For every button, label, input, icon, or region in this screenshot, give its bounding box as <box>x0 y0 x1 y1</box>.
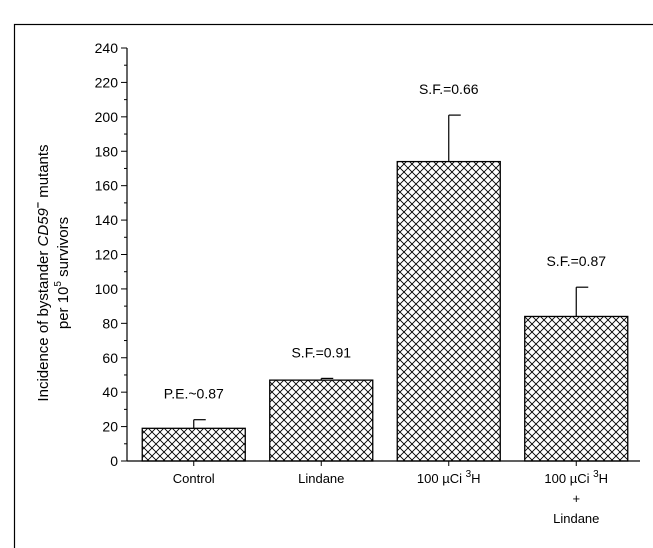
y-tick-label: 100 <box>95 281 119 297</box>
bars <box>141 160 629 462</box>
x-tick-label: + <box>572 491 580 506</box>
y-tick-label: 140 <box>95 212 119 228</box>
bar-annotation: P.E.~0.87 <box>164 386 224 402</box>
y-tick-label: 40 <box>102 384 118 400</box>
annotations: P.E.~0.87 S.F.=0.91 S.F.=0.66 S.F.=0.87 <box>164 81 607 402</box>
error-bars <box>193 114 589 429</box>
bar <box>524 315 629 462</box>
x-tick-label: 100 µCi 3H <box>544 469 608 486</box>
y-tick-label: 20 <box>102 419 118 435</box>
y-tick-label: 0 <box>110 453 118 469</box>
bar-annotation: S.F.=0.66 <box>419 81 479 97</box>
y-tick-label: 200 <box>95 109 119 125</box>
y-tick-label: 180 <box>95 143 119 159</box>
bar <box>141 427 246 462</box>
y-tick-label: 60 <box>102 350 118 366</box>
y-tick-label: 80 <box>102 315 118 331</box>
bar <box>269 379 374 462</box>
y-axis: 0 20 40 60 80 100 120 140 160 180 200 220 240 <box>95 40 128 469</box>
y-axis-title-line2: per 105 survivors <box>53 217 72 329</box>
y-tick-label: 120 <box>95 247 119 263</box>
x-tick-label: 100 µCi 3H <box>417 469 481 486</box>
bar-annotation: S.F.=0.91 <box>291 344 351 360</box>
bar <box>396 160 501 462</box>
y-tick-label: 240 <box>95 40 119 56</box>
figure-border <box>13 23 653 548</box>
bar-annotation: S.F.=0.87 <box>546 253 606 269</box>
y-tick-label: 220 <box>95 74 119 90</box>
x-axis: Control Lindane 100 µCi 3H 100 µCi 3H + Linda… <box>127 460 640 526</box>
y-axis-title-line1: Incidence of bystander CD59– mutants <box>32 144 52 401</box>
x-tick-label: Lindane <box>553 511 599 526</box>
y-tick-label: 160 <box>95 178 119 194</box>
y-axis-title: Incidence of bystander CD59– mutants per… <box>32 144 72 401</box>
x-tick-label: Lindane <box>298 471 344 486</box>
x-tick-label: Control <box>173 471 215 486</box>
